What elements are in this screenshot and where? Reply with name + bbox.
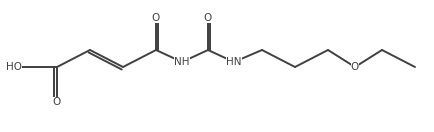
Text: O: O	[350, 62, 358, 72]
Text: HO: HO	[6, 62, 22, 72]
Text: O: O	[204, 13, 212, 23]
Text: O: O	[53, 97, 61, 107]
Text: O: O	[151, 13, 160, 23]
Text: NH: NH	[174, 57, 189, 67]
Text: HN: HN	[226, 57, 241, 67]
